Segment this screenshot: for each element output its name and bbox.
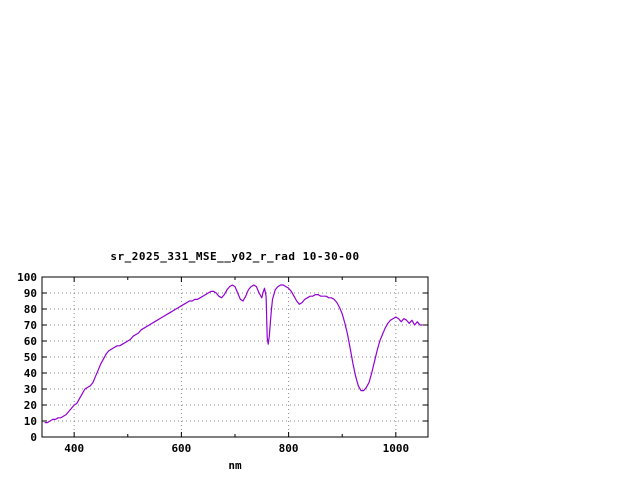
y-tick-label: 80 [24,303,37,316]
x-tick-label: 400 [64,442,84,455]
x-tick-label: 1000 [383,442,410,455]
y-tick-label: 0 [30,431,37,444]
series-line [44,284,423,424]
x-tick-label: 600 [171,442,191,455]
y-tick-label: 40 [24,367,37,380]
chart-title: sr_2025_331_MSE__y02_r_rad 10-30-00 [110,250,360,263]
y-tick-label: 70 [24,319,37,332]
plot-border [41,276,429,438]
y-tick-label: 90 [24,287,37,300]
x-axis-label: nm [228,459,242,472]
y-tick-label: 20 [24,399,37,412]
y-tick-label: 50 [24,351,37,364]
y-tick-label: 30 [24,383,37,396]
x-tick-label: 800 [279,442,299,455]
y-tick-label: 100 [17,271,37,284]
y-tick-label: 60 [24,335,37,348]
y-tick-label: 10 [24,415,37,428]
